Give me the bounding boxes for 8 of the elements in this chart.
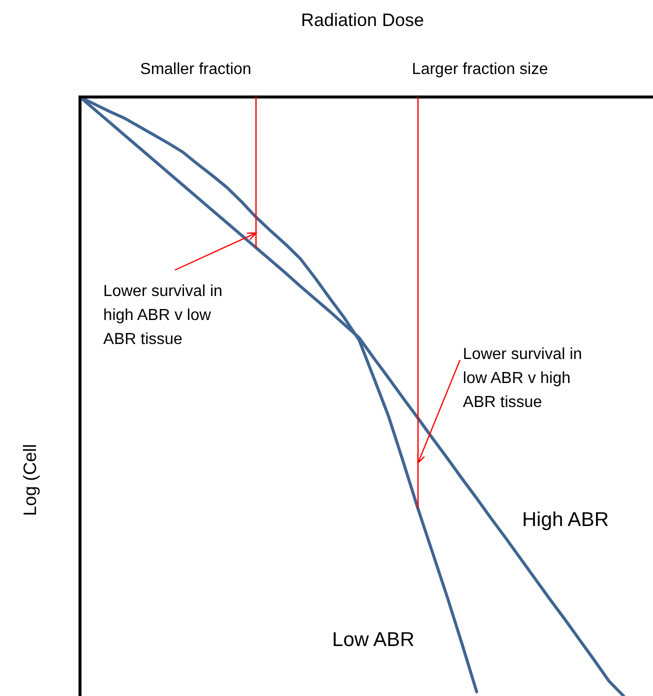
series-label: High ABR (522, 508, 609, 532)
x-axis-title: Radiation Dose (300, 9, 424, 32)
text: Low ABR (332, 628, 414, 652)
annotation: Lower survival in high ABR v low ABR tissue (103, 282, 222, 350)
text: Larger fraction size (412, 60, 548, 80)
y-axis-title: Log (Cell (19, 444, 41, 516)
annotation: Lower survival in low ABR v high ABR tissue (462, 345, 582, 414)
text: Smaller fraction (140, 60, 252, 80)
